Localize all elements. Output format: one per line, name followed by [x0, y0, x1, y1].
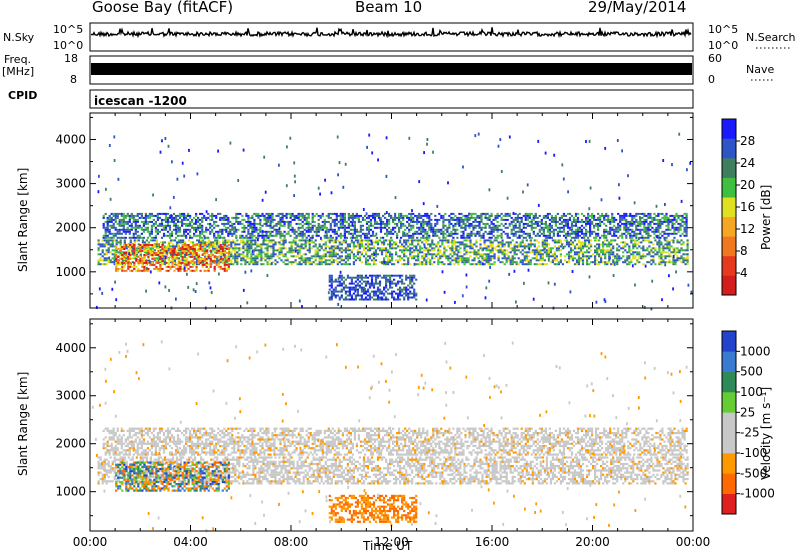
velocity-colorbar-tick: 1000: [740, 344, 771, 358]
velocity-colorbar-segment: [722, 493, 736, 515]
power-colorbar-segment: [722, 119, 736, 139]
power-colorbar-tick: 16: [740, 200, 755, 214]
power-colorbar-segment: [722, 255, 736, 276]
cpid-value: icescan -1200: [94, 94, 187, 108]
velocity-colorbar-tick: -25: [740, 426, 760, 440]
power-colorbar-segment: [722, 158, 736, 178]
nsky-right-tick-bottom: 10^0: [708, 39, 739, 52]
velocity-colorbar-tick: 500: [740, 365, 763, 379]
date-title: 29/May/2014: [588, 0, 687, 16]
velocity-colorbar-tick: -1000: [740, 487, 775, 501]
power-colorbar-segment: [722, 275, 736, 296]
power-colorbar-tick: 28: [740, 134, 755, 148]
x-tick-label: 08:00: [274, 535, 309, 549]
velocity-colorbar-segment: [722, 412, 736, 433]
velocity-colorbar-tick: -500: [740, 466, 767, 480]
power-colorbar-tick: 20: [740, 178, 755, 192]
power-colorbar-segment: [722, 216, 736, 237]
velocity-colorbar-segment: [722, 331, 736, 352]
velocity-ytick-label: 4000: [55, 341, 86, 355]
nsky-tick-bottom: 10^0: [53, 39, 84, 52]
power-ytick-label: 1000: [55, 265, 86, 279]
velocity-panel: 1000 2000 3000 4000 00:00 04:00 08:00 12:00 16:0…: [55, 318, 775, 549]
velocity-ytick-label: 2000: [55, 437, 86, 451]
velocity-colorbar-segment: [722, 432, 736, 454]
freq-strip-frame: [89, 55, 694, 85]
x-tick-label: 20:00: [575, 535, 610, 549]
power-ytick-label: 2000: [55, 221, 86, 235]
freq-tick-top: 18: [64, 52, 78, 65]
beam-title: Beam 10: [355, 0, 423, 16]
nave-tick-bottom: 0: [708, 73, 715, 86]
velocity-colorbar-tick: 100: [740, 385, 763, 399]
freq-label: Freq.: [4, 53, 32, 66]
velocity-colorbar: 1000 500 100 25 -25 -100 -500 -1000: [721, 330, 775, 515]
velocity-colorbar-segment: [722, 453, 736, 474]
power-colorbar-segment: [722, 177, 736, 198]
power-colorbar: 4 8 12 16 20 24 28: [721, 118, 755, 296]
x-tick-label: 16:00: [475, 535, 510, 549]
x-tick-label: 12:00: [374, 535, 409, 549]
nsky-right-tick-top: 10^5: [708, 23, 739, 36]
power-ytick-label: 3000: [55, 177, 86, 191]
x-tick-label: 04:00: [173, 535, 208, 549]
power-colorbar-segment: [722, 236, 736, 257]
cpid-label: CPID: [8, 89, 38, 102]
freq-unit: [MHz]: [2, 65, 35, 78]
nsky-label: N.Sky: [3, 31, 35, 44]
nave-label: Nave: [746, 63, 775, 76]
power-colorbar-tick: 4: [740, 266, 748, 280]
power-ytick-label: 4000: [55, 132, 86, 146]
cpid-strip-frame: [89, 89, 694, 109]
power-colorbar-segment: [722, 138, 736, 159]
velocity-frame: [89, 318, 694, 532]
velocity-ytick-label: 1000: [55, 485, 86, 499]
velocity-ytick-label: 3000: [55, 389, 86, 403]
velocity-data-cells: [91, 340, 689, 533]
velocity-colorbar-segment: [722, 473, 736, 494]
freq-nave-trace: [91, 63, 692, 75]
x-tick-label: 00:00: [676, 535, 711, 549]
power-colorbar-segment: [722, 197, 736, 218]
velocity-colorbar-segment: [722, 392, 736, 413]
nsky-trace: [90, 27, 692, 39]
x-axis-title: Time UT: [363, 539, 413, 553]
freq-tick-bottom: 8: [70, 73, 77, 86]
velocity-colorbar-tick: -100: [740, 446, 767, 460]
nsky-strip-frame: [89, 22, 694, 52]
power-panel: 1000 2000 3000 4000 4 8 12 16 20 24 28: [55, 112, 755, 311]
nsky-tick-top: 10^5: [53, 23, 84, 36]
power-data-cells: [95, 132, 693, 311]
velocity-colorbar-tick: 25: [740, 405, 755, 419]
power-colorbar-tick: 8: [740, 244, 748, 258]
nave-tick-top: 60: [708, 52, 722, 65]
power-colorbar-tick: 12: [740, 222, 755, 236]
x-tick-label: 00:00: [73, 535, 108, 549]
power-colorbar-tick: 24: [740, 156, 755, 170]
nsearch-label: N.Search: [746, 31, 796, 44]
power-frame: [89, 112, 694, 309]
station-title: Goose Bay (fitACF): [92, 0, 234, 16]
velocity-colorbar-segment: [722, 371, 736, 393]
velocity-colorbar-segment: [722, 351, 736, 372]
